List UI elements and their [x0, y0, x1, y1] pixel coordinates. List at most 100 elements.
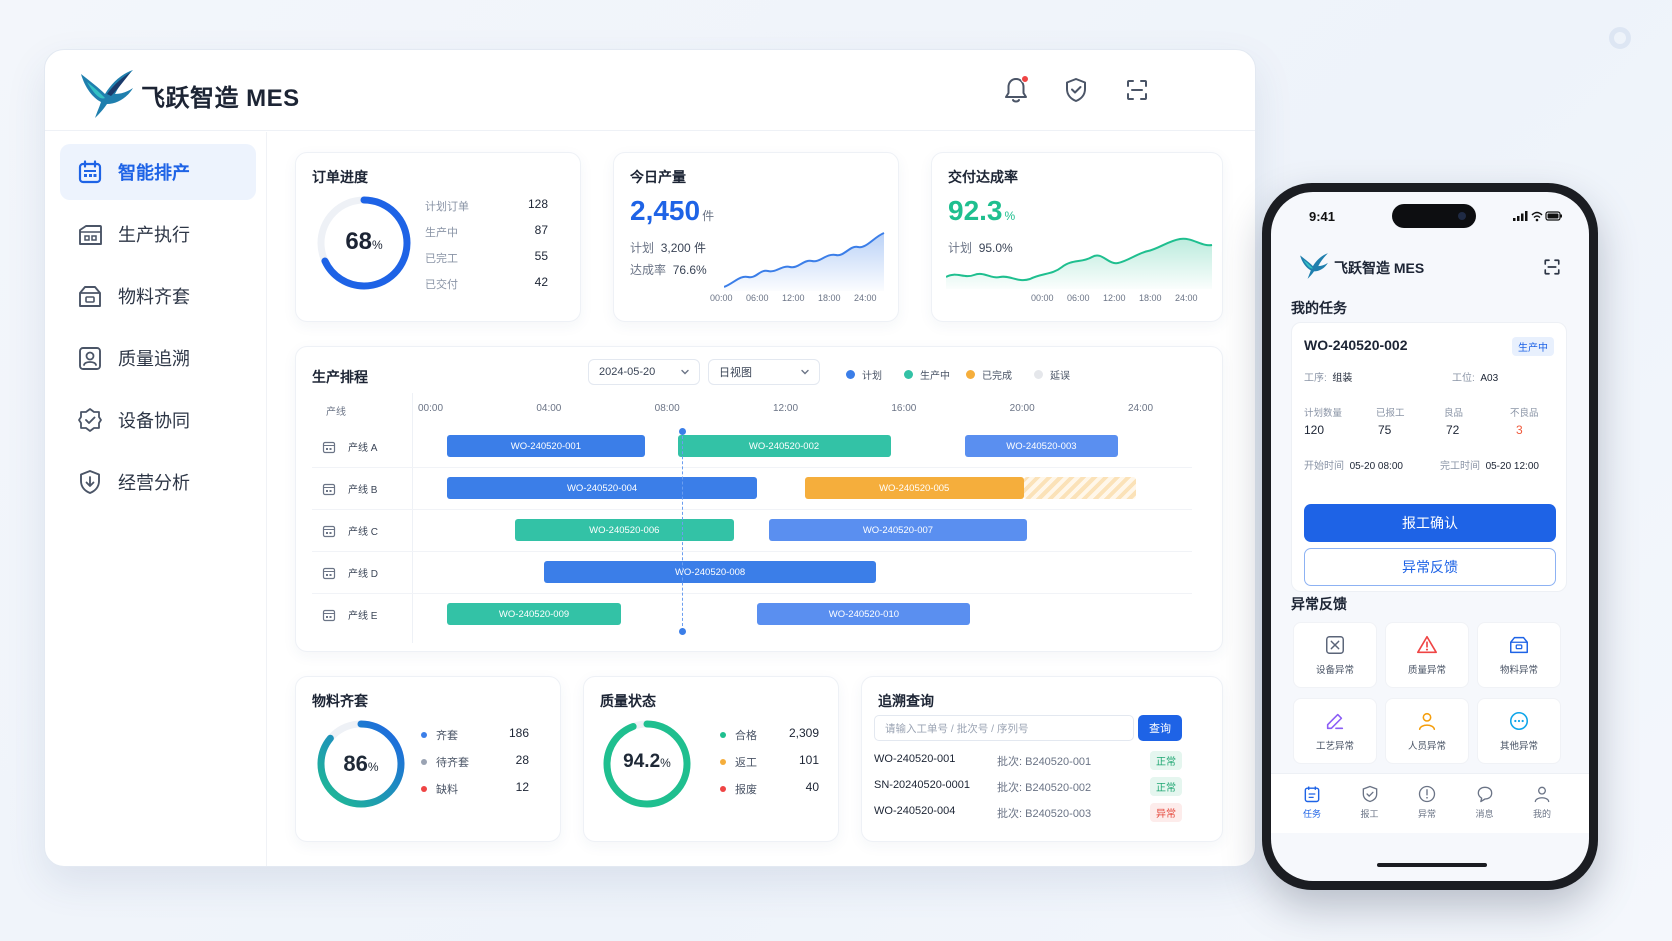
tab-tasks[interactable]: 任务	[1288, 784, 1336, 820]
tab-message[interactable]: 消息	[1461, 784, 1509, 820]
phone-screen: 9:41 飞跃智造 MES 我的任务 WO-240520-002 生产中 工序:…	[1271, 192, 1589, 881]
production-line-label[interactable]: 产线 D	[322, 565, 378, 580]
report-confirm-button[interactable]: 报工确认	[1304, 504, 1556, 542]
exception-item[interactable]: 人员异常	[1385, 698, 1469, 764]
order-stat-value: 87	[534, 223, 548, 237]
task-card: WO-240520-002 生产中 工序: 组装 工位: A03 计划数量 120…	[1291, 322, 1567, 592]
tab-report[interactable]: 报工	[1346, 784, 1394, 820]
work-order-bar[interactable]: WO-240520-002	[677, 435, 891, 457]
legend-value: 186	[508, 726, 529, 740]
work-order-bar[interactable]: WO-240520-001	[446, 435, 645, 457]
legend-dot	[421, 732, 427, 738]
date-picker[interactable]: 2024-05-20	[588, 359, 700, 385]
x-tick-label: 18:00	[1139, 293, 1162, 303]
x-tick-label: 12:00	[782, 293, 805, 303]
sidebar-item-quality[interactable]: 质量追溯	[60, 330, 256, 386]
legend-label: 返工	[735, 757, 757, 769]
production-line-label[interactable]: 产线 B	[322, 481, 377, 496]
legend-swatch	[846, 370, 855, 379]
trace-status-badge: 异常	[1150, 803, 1182, 822]
material-ring	[317, 720, 405, 808]
task-stat-label: 不良品	[1510, 408, 1539, 419]
task-stat-value: 72	[1446, 423, 1460, 437]
production-line-label[interactable]: 产线 C	[322, 523, 378, 538]
exception-item[interactable]: 工艺异常	[1293, 698, 1377, 764]
sidebar-item-analysis[interactable]: 经营分析	[60, 454, 256, 510]
work-order-bar[interactable]: WO-240520-003	[964, 435, 1119, 457]
trace-search-input[interactable]: 请输入工单号 / 批次号 / 序列号	[874, 715, 1134, 741]
exception-item[interactable]: 设备异常	[1293, 622, 1377, 688]
trace-status-badge: 正常	[1150, 751, 1182, 770]
task-stat-value: 3	[1516, 423, 1523, 437]
report-icon	[1362, 785, 1377, 803]
tab-label: 任务	[1302, 809, 1321, 819]
current-time-marker	[682, 431, 683, 631]
production-line-label[interactable]: 产线 A	[322, 439, 377, 454]
sidebar-item-label: 生产执行	[118, 225, 190, 245]
trace-result-row[interactable]: WO-240520-001 批次: B240520-001 正常	[874, 750, 1184, 770]
sidebar-item-execution[interactable]: 生产执行	[60, 206, 256, 262]
production-line-label[interactable]: 产线 E	[322, 607, 377, 622]
work-order-bar[interactable]: WO-240520-004	[446, 477, 758, 499]
security-shield-icon[interactable]	[1060, 74, 1092, 106]
sidebar-item-scheduling[interactable]: 智能排产	[60, 144, 256, 200]
work-order-bar[interactable]: WO-240520-006	[514, 519, 734, 541]
legend-swatch	[904, 370, 913, 379]
work-order-bar[interactable]: WO-240520-010	[757, 603, 971, 625]
card-title: 生产排程	[312, 369, 368, 385]
current-time-dot	[679, 628, 686, 635]
phone-scan-icon[interactable]	[1543, 258, 1561, 276]
legend-item: 延误	[1034, 367, 1070, 382]
sidebar: 智能排产 生产执行 物料齐套 质量追溯 设备协同 经营分析	[45, 132, 267, 866]
tab-alert-circle[interactable]: 异常	[1403, 784, 1451, 820]
legend-label: 生产中	[920, 371, 950, 382]
person-icon	[1418, 712, 1436, 731]
x-tick-label: 00:00	[710, 293, 733, 303]
exception-item[interactable]: 质量异常	[1385, 622, 1469, 688]
trace-query-button[interactable]: 查询	[1138, 715, 1182, 741]
line-calendar-icon	[322, 609, 336, 621]
work-order-bar[interactable]: WO-240520-009	[446, 603, 622, 625]
sidebar-item-label: 设备协同	[118, 411, 190, 431]
legend-row: 报废	[720, 781, 757, 797]
legend-value: 2,309	[788, 726, 819, 740]
quality-percent: 94.2%	[623, 751, 671, 772]
factory-icon	[79, 225, 102, 245]
legend-swatch	[1034, 370, 1043, 379]
work-order-bar[interactable]: WO-240520-007	[769, 519, 1027, 541]
trace-result-row[interactable]: SN-20240520-0001 批次: B240520-002 正常	[874, 776, 1184, 796]
tab-profile[interactable]: 我的	[1518, 784, 1566, 820]
today-output-sparkline	[724, 232, 885, 291]
exception-item[interactable]: 其他异常	[1477, 698, 1561, 764]
work-order-bar[interactable]: WO-240520-008	[544, 561, 876, 583]
sidebar-item-label: 智能排产	[118, 163, 190, 183]
material-percent: 86%	[343, 751, 379, 776]
legend-value: 101	[798, 753, 819, 767]
legend-label: 齐套	[436, 730, 458, 742]
trace-result-row[interactable]: WO-240520-004 批次: B240520-003 异常	[874, 802, 1184, 822]
status-icons	[1513, 211, 1562, 222]
sidebar-item-material[interactable]: 物料齐套	[60, 268, 256, 324]
x-tick-label: 06:00	[746, 293, 769, 303]
exception-feedback-button[interactable]: 异常反馈	[1304, 548, 1556, 586]
sidebar-item-label: 物料齐套	[118, 287, 190, 307]
row-separator	[312, 551, 1192, 552]
sidebar-item-equipment[interactable]: 设备协同	[60, 392, 256, 448]
chart-shield-icon	[80, 470, 100, 494]
exception-item[interactable]: 物料异常	[1477, 622, 1561, 688]
delivery-rate-value: 92.3%	[948, 195, 1016, 226]
notification-bell-icon[interactable]	[1000, 74, 1032, 106]
today-output-card: 今日产量 2,450 件 计划 3,200 件 达成率 76.6% 00:00 06…	[613, 152, 899, 322]
notification-dot	[1021, 75, 1029, 83]
work-order-bar[interactable]: WO-240520-005	[804, 477, 1024, 499]
x-tick-label: 00:00	[1031, 293, 1054, 303]
exception-label: 物料异常	[1499, 665, 1538, 676]
order-stat-value: 55	[534, 249, 548, 263]
logo-bird-icon	[81, 70, 133, 118]
legend-label: 报废	[735, 784, 757, 796]
view-select[interactable]: 日视图	[708, 359, 820, 385]
scan-icon[interactable]	[1121, 74, 1153, 106]
exception-label: 质量异常	[1407, 665, 1446, 676]
legend-dot	[720, 759, 726, 765]
warning-icon	[1417, 635, 1437, 654]
